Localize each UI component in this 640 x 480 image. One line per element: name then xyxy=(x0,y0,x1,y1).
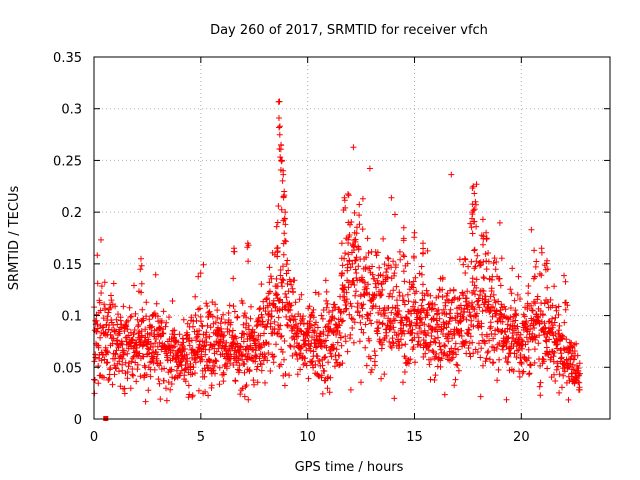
x-axis-label: GPS time / hours xyxy=(295,460,404,475)
x-tick-label: 10 xyxy=(299,430,316,445)
y-axis-label: SRMTID / TECUs xyxy=(7,186,22,291)
y-tick-label: 0.3 xyxy=(61,103,82,118)
axis-ticks xyxy=(93,56,610,420)
plot-border xyxy=(93,56,611,420)
y-tick-label: 0.15 xyxy=(53,258,82,273)
y-tick-label: 0.2 xyxy=(61,206,82,221)
x-tick-label: 5 xyxy=(197,430,205,445)
y-tick-labels: 0 0.05 0.1 0.15 0.2 0.25 0.3 0.35 xyxy=(53,51,82,428)
x-tick-label: 15 xyxy=(406,430,423,445)
x-tick-label: 0 xyxy=(90,430,98,445)
x-tick-labels: 0 5 10 15 20 xyxy=(90,430,530,445)
chart-title: Day 260 of 2017, SRMTID for receiver vfc… xyxy=(210,23,488,38)
y-tick-label: 0 xyxy=(74,413,82,428)
y-tick-label: 0.25 xyxy=(53,154,82,169)
y-tick-label: 0.05 xyxy=(53,361,82,376)
y-tick-label: 0.1 xyxy=(61,310,82,325)
y-tick-label: 0.35 xyxy=(53,51,82,66)
x-tick-label: 20 xyxy=(513,430,530,445)
